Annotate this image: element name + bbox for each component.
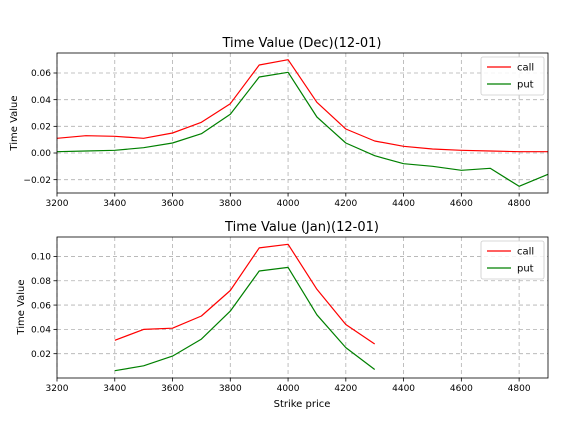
ticks: 3200 3400 3600 3800 4000 4200 4400 4600 4800 0.02… xyxy=(31,253,531,394)
x-tick-label: 4400 xyxy=(392,384,415,394)
legend-label-put: put xyxy=(517,264,534,275)
x-tick-label: 4200 xyxy=(334,384,357,394)
series-line-put xyxy=(56,71,549,187)
x-tick-label: 4400 xyxy=(392,199,415,209)
legend-label-call: call xyxy=(517,247,534,258)
series-line-put xyxy=(114,266,376,372)
grid xyxy=(56,237,548,378)
series-line-call xyxy=(56,59,548,153)
y-tick-label: 0.04 xyxy=(31,326,51,336)
y-axis-label: Time Value xyxy=(9,95,20,151)
x-tick-label: 4200 xyxy=(334,199,357,209)
y-tick-label: 0.00 xyxy=(31,149,51,159)
chart-title: Time Value (Jan)(12-01) xyxy=(224,220,379,235)
legend: call put xyxy=(480,56,545,96)
x-tick-label: 4800 xyxy=(508,199,531,209)
y-tick-label: 0.10 xyxy=(31,253,51,263)
x-tick-label: 4600 xyxy=(450,384,473,394)
plot-frame xyxy=(56,52,549,194)
series xyxy=(56,59,549,187)
ticks: 3200 3400 3600 3800 4000 4200 4400 4600 4800 −0.0… xyxy=(23,69,530,209)
x-axis-label: Strike price xyxy=(274,399,331,410)
y-tick-label: 0.06 xyxy=(31,69,51,79)
chart-jan: Time Value (Jan)(12-01) 3200 3400 3600 3800… xyxy=(16,220,549,410)
y-tick-label: 0.06 xyxy=(31,301,51,311)
y-tick-label: 0.02 xyxy=(31,350,51,360)
legend: call put xyxy=(480,240,545,280)
y-tick-label: 0.04 xyxy=(31,96,51,106)
series xyxy=(114,243,376,372)
x-tick-label: 3400 xyxy=(103,199,126,209)
y-tick-label: 0.08 xyxy=(31,277,51,287)
x-tick-label: 3600 xyxy=(161,199,184,209)
x-tick-label: 3800 xyxy=(219,199,242,209)
x-tick-label: 3200 xyxy=(46,199,69,209)
plot-frame xyxy=(56,236,549,379)
chart-title: Time Value (Dec)(12-01) xyxy=(222,36,382,51)
legend-label-call: call xyxy=(517,63,534,74)
y-axis-label: Time Value xyxy=(16,279,27,335)
series-line-call xyxy=(114,243,376,345)
x-tick-label: 4800 xyxy=(508,384,531,394)
y-tick-label: 0.02 xyxy=(31,123,51,133)
legend-label-put: put xyxy=(517,80,534,91)
x-tick-label: 3200 xyxy=(46,384,69,394)
x-tick-label: 4600 xyxy=(450,199,473,209)
grid xyxy=(56,53,548,193)
x-tick-label: 3400 xyxy=(103,384,126,394)
x-tick-label: 4000 xyxy=(277,199,300,209)
x-tick-label: 3800 xyxy=(219,384,242,394)
chart-dec: Time Value (Dec)(12-01) 3200 3400 3600 3800… xyxy=(9,36,549,209)
x-tick-label: 3600 xyxy=(161,384,184,394)
x-tick-label: 4000 xyxy=(277,384,300,394)
y-tick-label: −0.02 xyxy=(23,176,51,186)
